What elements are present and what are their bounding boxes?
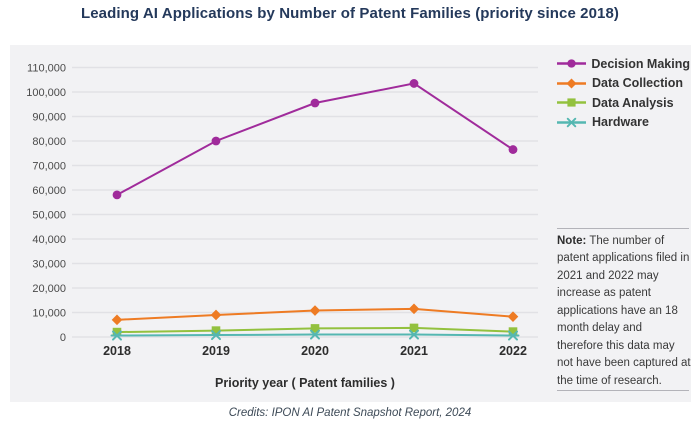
decision-making-marker-icon xyxy=(557,59,586,68)
y-tick-label: 100,000 xyxy=(26,87,66,99)
note-body: The number of patent applications filed … xyxy=(557,235,691,387)
y-tick-label: 0 xyxy=(60,332,66,344)
x-tick-label: 2022 xyxy=(499,344,527,358)
legend-label: Hardware xyxy=(592,115,649,130)
series-data-collection xyxy=(111,303,519,326)
y-tick-label: 60,000 xyxy=(32,185,66,197)
legend-item-data-analysis: Data Analysis xyxy=(556,93,690,113)
y-tick-label: 40,000 xyxy=(32,234,66,246)
legend-label: Decision Making xyxy=(591,56,690,71)
x-tick-label: 2020 xyxy=(301,344,329,358)
x-tick-label: 2021 xyxy=(400,344,428,358)
chart-panel: 0 10,000 20,000 30,000 40,000 50,000 60,000 70,… xyxy=(10,45,691,402)
x-axis-title: Priority year ( Patent families ) xyxy=(215,376,395,390)
note-divider-bottom xyxy=(557,390,689,391)
series-decision-making xyxy=(112,79,518,200)
y-tick-label: 110,000 xyxy=(27,63,66,75)
chart-legend: Decision Making Data Collection Data Analy… xyxy=(556,54,690,132)
y-tick-label: 50,000 xyxy=(32,210,66,222)
y-tick-label: 80,000 xyxy=(32,136,66,148)
credits-line: Credits: IPON AI Patent Snapshot Report,… xyxy=(228,407,472,419)
legend-label: Data Collection xyxy=(592,76,683,91)
data-collection-marker-icon xyxy=(557,78,586,89)
note-divider-top xyxy=(557,228,689,229)
legend-item-hardware: Hardware xyxy=(556,113,690,133)
x-tick-label: 2018 xyxy=(103,344,131,358)
legend-label: Data Analysis xyxy=(592,95,674,110)
line-chart: 0 10,000 20,000 30,000 40,000 50,000 60,000 70,… xyxy=(26,63,538,358)
page-title: Leading AI Applications by Number of Pat… xyxy=(80,5,620,22)
legend-item-decision-making: Decision Making xyxy=(556,54,690,74)
note-text: Note: The number of patent applications … xyxy=(557,233,691,390)
data-analysis-marker-icon xyxy=(557,98,586,107)
x-tick-label: 2019 xyxy=(202,344,230,358)
y-tick-label: 20,000 xyxy=(32,283,66,295)
series-data-analysis xyxy=(112,323,518,337)
legend-item-data-collection: Data Collection xyxy=(556,74,690,94)
y-tick-label: 70,000 xyxy=(32,161,66,173)
hardware-marker-icon xyxy=(557,117,586,127)
y-tick-label: 30,000 xyxy=(32,259,66,271)
series-hardware xyxy=(110,329,520,341)
y-tick-label: 90,000 xyxy=(32,112,66,124)
y-tick-label: 10,000 xyxy=(32,308,66,320)
note-label: Note: xyxy=(557,235,587,247)
